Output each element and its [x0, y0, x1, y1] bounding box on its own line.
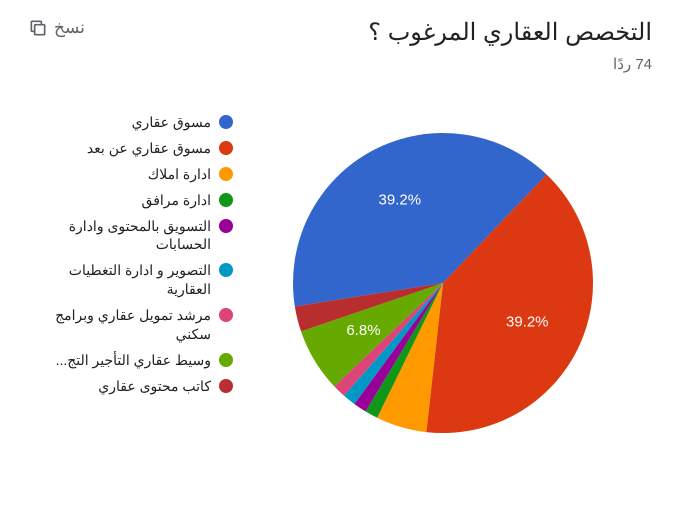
legend-label: مسوق عقاري عن بعد	[87, 139, 211, 158]
legend-item: مرشد تمويل عقاري وبرامج سكني	[28, 306, 233, 344]
legend-label: وسيط عقاري التأجير التج...	[56, 351, 211, 370]
legend-item: التسويق بالمحتوى وادارة الحسابات	[28, 217, 233, 255]
legend-swatch	[219, 167, 233, 181]
legend-item: ادارة مرافق	[28, 191, 233, 210]
legend-item: كاتب محتوى عقاري	[28, 377, 233, 396]
legend-swatch	[219, 193, 233, 207]
response-count: 74 ردًا	[368, 55, 652, 73]
legend-swatch	[219, 115, 233, 129]
pie-slice-label: 39.2%	[378, 192, 421, 209]
legend-swatch	[219, 141, 233, 155]
legend-label: التسويق بالمحتوى وادارة الحسابات	[28, 217, 211, 255]
chart-card: التخصص العقاري المرغوب ؟ 74 ردًا نسخ مسو…	[0, 0, 680, 512]
copy-icon	[28, 18, 48, 38]
legend-item: ادارة املاك	[28, 165, 233, 184]
legend-label: مرشد تمويل عقاري وبرامج سكني	[28, 306, 211, 344]
chart-title: التخصص العقاري المرغوب ؟	[368, 18, 652, 47]
legend-item: وسيط عقاري التأجير التج...	[28, 351, 233, 370]
content-row: مسوق عقاري مسوق عقاري عن بعد ادارة املاك اد…	[28, 113, 652, 453]
pie-chart-wrap: 39.2% 39.2% 6.8%	[233, 113, 652, 453]
legend-item: مسوق عقاري	[28, 113, 233, 132]
header: التخصص العقاري المرغوب ؟ 74 ردًا نسخ	[28, 18, 652, 73]
legend: مسوق عقاري مسوق عقاري عن بعد ادارة املاك اد…	[28, 113, 233, 403]
copy-button[interactable]: نسخ	[28, 18, 85, 38]
legend-label: كاتب محتوى عقاري	[98, 377, 211, 396]
pie-chart: 39.2% 39.2% 6.8%	[273, 113, 613, 453]
pie-slice-label: 39.2%	[505, 313, 548, 330]
legend-swatch	[219, 263, 233, 277]
legend-item: التصوير و ادارة التغطيات العقارية	[28, 261, 233, 299]
legend-swatch	[219, 379, 233, 393]
legend-swatch	[219, 219, 233, 233]
legend-item: مسوق عقاري عن بعد	[28, 139, 233, 158]
legend-swatch	[219, 353, 233, 367]
legend-label: ادارة املاك	[148, 165, 211, 184]
title-block: التخصص العقاري المرغوب ؟ 74 ردًا	[368, 18, 652, 73]
copy-label: نسخ	[54, 18, 85, 38]
legend-label: التصوير و ادارة التغطيات العقارية	[28, 261, 211, 299]
legend-label: ادارة مرافق	[142, 191, 211, 210]
legend-label: مسوق عقاري	[132, 113, 211, 132]
legend-swatch	[219, 308, 233, 322]
pie-slice-label: 6.8%	[346, 322, 380, 339]
